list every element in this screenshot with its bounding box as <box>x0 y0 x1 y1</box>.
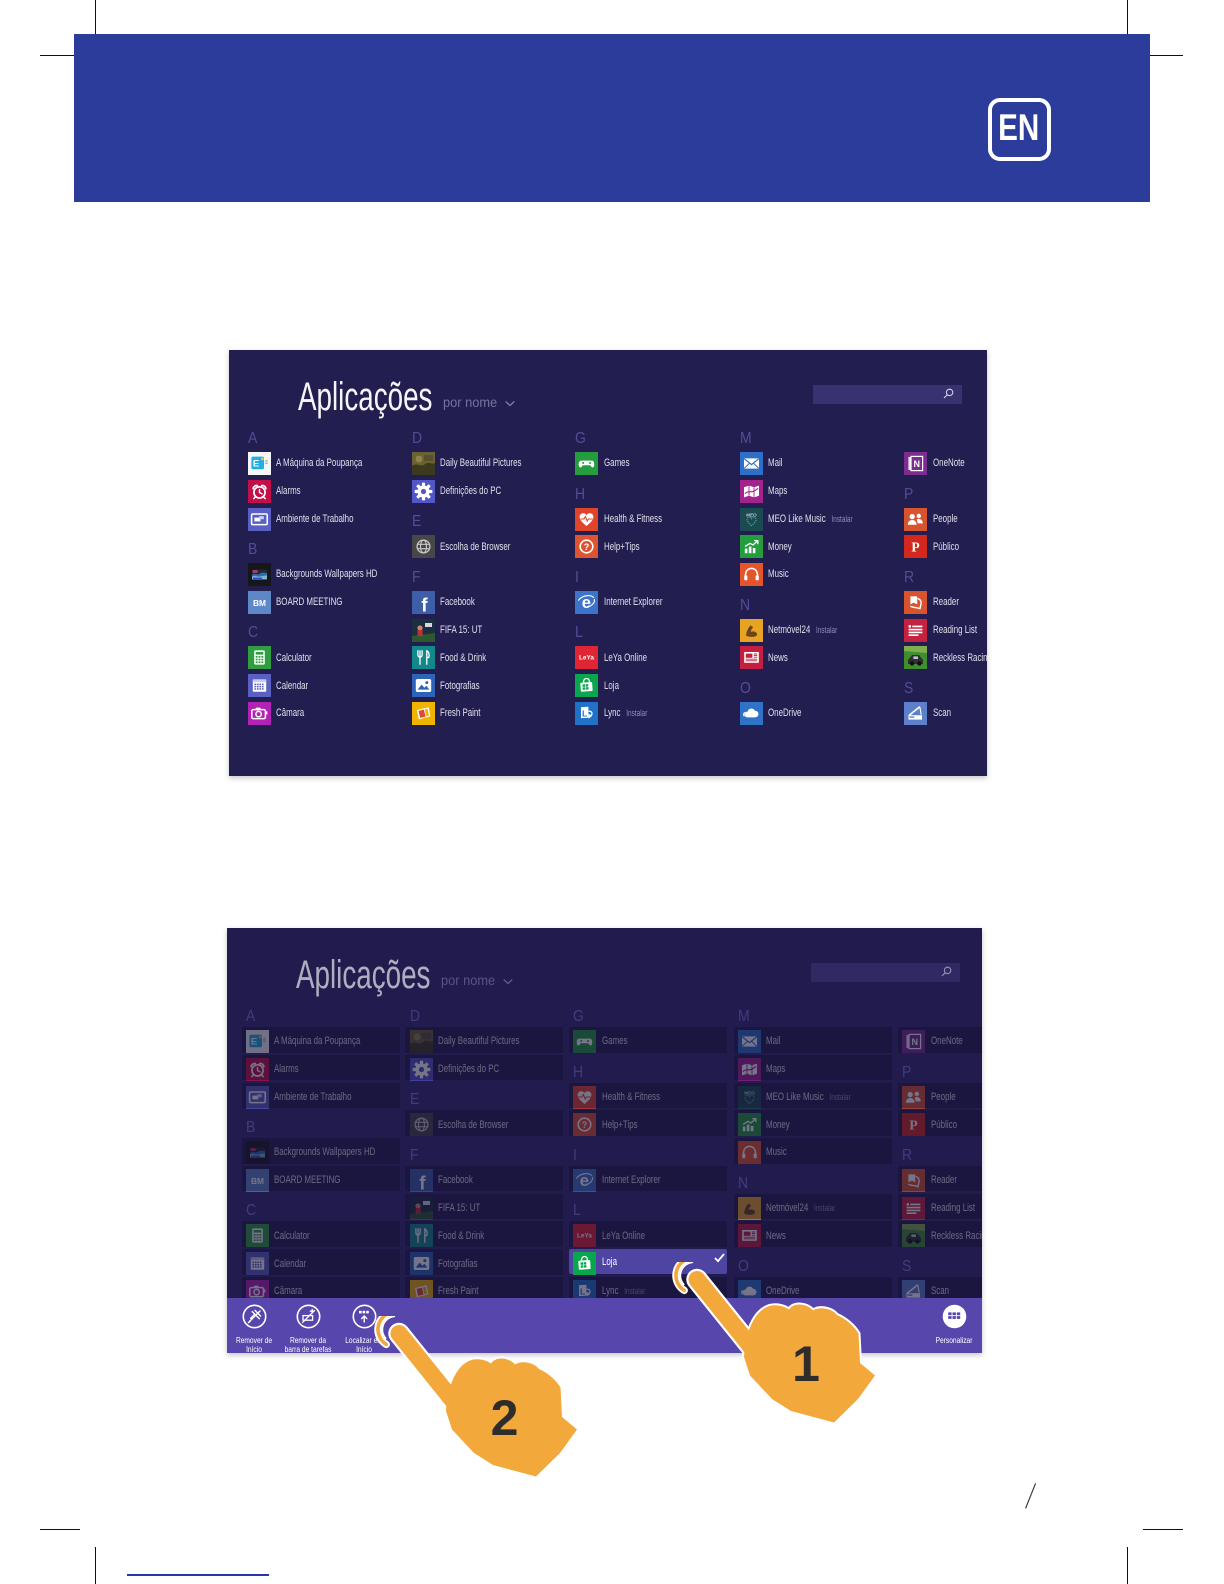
svg-text:P: P <box>912 540 920 555</box>
svg-text:MEO: MEO <box>744 1090 755 1095</box>
svg-text:f: f <box>419 1173 426 1191</box>
svg-text:?: ? <box>582 1120 588 1130</box>
svg-text:BM: BM <box>251 1176 264 1186</box>
svg-text:LeYa: LeYa <box>579 655 594 662</box>
svg-text:P: P <box>910 1118 918 1133</box>
svg-text:E: E <box>251 1036 257 1047</box>
svg-text:L: L <box>580 1286 585 1296</box>
svg-text:?: ? <box>584 542 590 552</box>
svg-text:L: L <box>582 708 587 718</box>
svg-text:e: e <box>582 594 591 612</box>
svg-text:e: e <box>580 1172 589 1190</box>
svg-text:E: E <box>253 458 259 469</box>
svg-text:f: f <box>421 595 428 613</box>
svg-text:N: N <box>914 459 921 469</box>
svg-text:LeYa: LeYa <box>577 1233 592 1240</box>
svg-text:MEO: MEO <box>746 512 757 517</box>
svg-text:1: 1 <box>792 1336 820 1392</box>
svg-text:BM: BM <box>253 598 266 608</box>
svg-text:2: 2 <box>491 1390 519 1446</box>
svg-text:N: N <box>912 1037 919 1047</box>
